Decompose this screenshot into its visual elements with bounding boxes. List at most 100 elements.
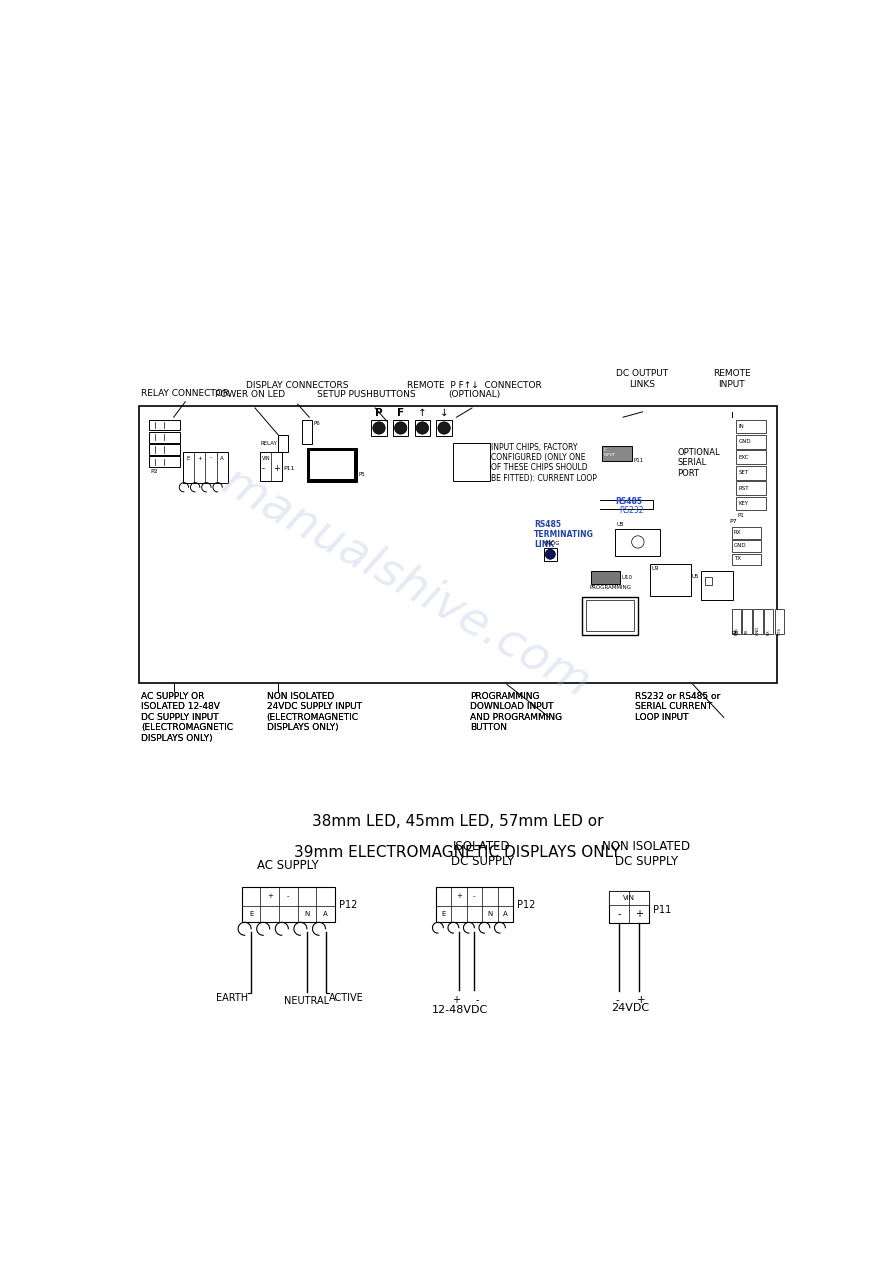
Text: AC SUPPLY OR
ISOLATED 12-48V
DC SUPPLY INPUT
(ELECTROMAGNETIC
DISPLAYS ONLY): AC SUPPLY OR ISOLATED 12-48V DC SUPPLY I… bbox=[141, 692, 233, 743]
Text: NON ISOLATED
DC SUPPLY: NON ISOLATED DC SUPPLY bbox=[602, 840, 690, 868]
Text: GND: GND bbox=[739, 440, 751, 445]
Bar bbox=[279, 434, 288, 452]
Text: NON ISOLATED
24VDC SUPPLY INPUT
(ELECTROMAGNETIC
DISPLAYS ONLY): NON ISOLATED 24VDC SUPPLY INPUT (ELECTRO… bbox=[267, 692, 362, 733]
Text: GND: GND bbox=[756, 625, 760, 635]
Text: RS232: RS232 bbox=[619, 505, 644, 515]
Bar bbox=[310, 451, 355, 479]
Text: P8: P8 bbox=[731, 632, 739, 635]
Text: U8: U8 bbox=[617, 523, 624, 528]
Circle shape bbox=[546, 549, 555, 560]
Text: SET: SET bbox=[739, 470, 748, 475]
Text: A: A bbox=[503, 911, 508, 917]
Text: 24VDC: 24VDC bbox=[611, 1003, 649, 1013]
Bar bbox=[149, 445, 179, 455]
Bar bbox=[453, 442, 490, 481]
Text: RST: RST bbox=[739, 485, 749, 490]
Text: P5: P5 bbox=[359, 472, 365, 477]
Text: EXC: EXC bbox=[739, 455, 749, 460]
Text: DC OUTPUT
LINKS: DC OUTPUT LINKS bbox=[616, 369, 669, 389]
Text: +: + bbox=[452, 995, 460, 1004]
Bar bbox=[736, 419, 765, 433]
Bar bbox=[261, 452, 282, 481]
Text: AC SUPPLY: AC SUPPLY bbox=[257, 859, 319, 871]
Text: VIN: VIN bbox=[623, 895, 635, 901]
Text: NON ISOLATED
24VDC SUPPLY INPUT
(ELECTROMAGNETIC
DISPLAYS ONLY): NON ISOLATED 24VDC SUPPLY INPUT (ELECTRO… bbox=[267, 692, 362, 733]
Text: A: A bbox=[323, 911, 328, 917]
Text: -: - bbox=[476, 995, 480, 1004]
Bar bbox=[775, 609, 784, 634]
Bar bbox=[183, 452, 228, 482]
Text: EARTH: EARTH bbox=[216, 993, 248, 1003]
Text: U10: U10 bbox=[622, 575, 632, 580]
Text: +: + bbox=[638, 995, 646, 1005]
Text: E: E bbox=[249, 911, 254, 917]
Text: PROG: PROG bbox=[544, 541, 560, 546]
Text: ACTIVE: ACTIVE bbox=[329, 993, 363, 1003]
Bar bbox=[705, 577, 713, 585]
Text: PROGRAMMING
DOWNLOAD INPUT
AND PROGRAMMING
BUTTON: PROGRAMMING DOWNLOAD INPUT AND PROGRAMMI… bbox=[470, 692, 562, 733]
Text: +: + bbox=[197, 456, 202, 461]
Bar bbox=[736, 496, 765, 510]
Text: (OPTIONAL): (OPTIONAL) bbox=[448, 390, 500, 399]
Text: F: F bbox=[397, 408, 405, 418]
Text: -: - bbox=[617, 909, 621, 919]
Bar bbox=[701, 571, 733, 600]
Bar bbox=[149, 432, 179, 442]
Text: IC
INPUT: IC INPUT bbox=[604, 448, 616, 457]
Text: KEY: KEY bbox=[739, 501, 748, 506]
Text: -: - bbox=[615, 995, 619, 1005]
Text: SETUP PUSHBUTTONS: SETUP PUSHBUTTONS bbox=[316, 390, 415, 399]
Text: NEUTRAL: NEUTRAL bbox=[284, 997, 330, 1007]
Circle shape bbox=[416, 422, 429, 434]
Text: -: - bbox=[210, 456, 212, 461]
Bar bbox=[650, 563, 690, 596]
Text: AC SUPPLY OR
ISOLATED 12-48V
DC SUPPLY INPUT
(ELECTROMAGNETIC
DISPLAYS ONLY): AC SUPPLY OR ISOLATED 12-48V DC SUPPLY I… bbox=[141, 692, 233, 743]
Bar bbox=[609, 890, 649, 906]
Text: IN: IN bbox=[739, 424, 745, 429]
Bar bbox=[149, 456, 179, 467]
Text: +: + bbox=[636, 909, 643, 919]
Text: P11: P11 bbox=[284, 466, 295, 471]
Text: RX: RX bbox=[734, 530, 741, 536]
Bar bbox=[742, 609, 752, 634]
Text: ISOLATED
DC SUPPLY: ISOLATED DC SUPPLY bbox=[450, 840, 513, 868]
Text: RS232 or RS485 or
SERIAL CURRENT
LOOP INPUT: RS232 or RS485 or SERIAL CURRENT LOOP IN… bbox=[635, 692, 720, 722]
Text: P11: P11 bbox=[654, 906, 672, 916]
Text: P12: P12 bbox=[338, 899, 357, 909]
Bar bbox=[414, 419, 430, 437]
Bar bbox=[582, 596, 638, 635]
Bar bbox=[602, 446, 631, 461]
Bar bbox=[302, 419, 313, 445]
Text: +: + bbox=[273, 465, 280, 474]
Text: RELAY: RELAY bbox=[261, 441, 278, 446]
Text: A: A bbox=[221, 456, 224, 461]
Bar bbox=[736, 434, 765, 448]
Bar bbox=[754, 609, 763, 634]
Bar bbox=[736, 466, 765, 480]
Bar bbox=[731, 541, 761, 552]
Text: P2: P2 bbox=[150, 469, 158, 474]
Text: DISPLAY CONNECTORS: DISPLAY CONNECTORS bbox=[246, 381, 349, 390]
Circle shape bbox=[438, 422, 450, 434]
Text: ↓: ↓ bbox=[439, 408, 448, 418]
Text: P12: P12 bbox=[517, 899, 535, 909]
Text: -: - bbox=[287, 893, 289, 899]
Text: N: N bbox=[488, 911, 492, 917]
Text: CTS: CTS bbox=[778, 628, 781, 635]
Text: U5: U5 bbox=[691, 575, 699, 580]
Text: PROGRAMMING: PROGRAMMING bbox=[589, 585, 631, 590]
Text: INPUT CHIPS, FACTORY
CONFIGURED (ONLY ONE
OF THESE CHIPS SHOULD
BE FITTED): CURR: INPUT CHIPS, FACTORY CONFIGURED (ONLY ON… bbox=[491, 442, 597, 482]
Bar bbox=[138, 405, 777, 683]
Bar bbox=[609, 890, 649, 923]
Text: P11: P11 bbox=[633, 457, 644, 462]
Text: manualshive.com: manualshive.com bbox=[214, 458, 598, 707]
Bar bbox=[242, 887, 335, 922]
Text: PROGRAMMING
DOWNLOAD INPUT
AND PROGRAMMING
BUTTON: PROGRAMMING DOWNLOAD INPUT AND PROGRAMMI… bbox=[470, 692, 562, 733]
Bar bbox=[764, 609, 773, 634]
Text: P: P bbox=[375, 408, 383, 418]
Text: -: - bbox=[473, 893, 476, 899]
Bar bbox=[736, 481, 765, 495]
Text: P1: P1 bbox=[738, 514, 745, 518]
Bar bbox=[615, 529, 660, 556]
Text: 12-48VDC: 12-48VDC bbox=[431, 1005, 488, 1015]
